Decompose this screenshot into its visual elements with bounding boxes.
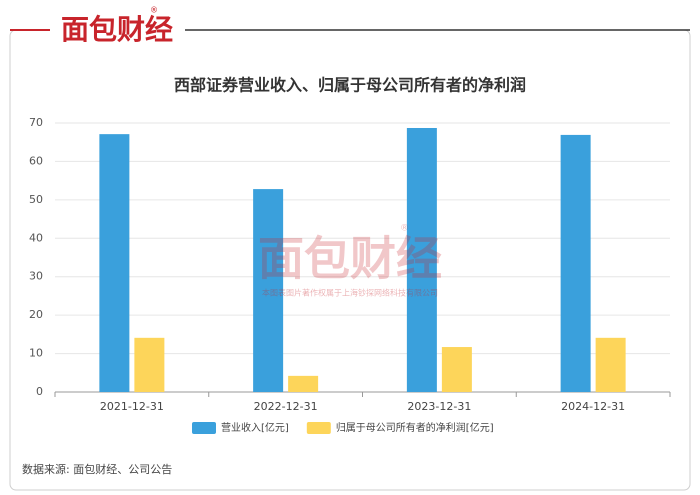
legend: 营业收入[亿元] 归属于母公司所有者的净利润[亿元]	[192, 421, 494, 434]
y-tick-label: 30	[29, 270, 43, 283]
legend-label: 归属于母公司所有者的净利润[亿元]	[336, 421, 494, 434]
y-tick-label: 0	[36, 385, 43, 398]
x-tick-label: 2024-12-31	[561, 400, 625, 413]
logo: 面包财经	[61, 13, 173, 46]
y-tick-label: 60	[29, 154, 43, 167]
logo-mark: ®	[150, 6, 158, 15]
y-tick-label: 70	[29, 116, 43, 129]
x-tick-label: 2022-12-31	[254, 400, 318, 413]
source: 数据来源: 面包财经、公司公告	[22, 462, 172, 476]
bar	[288, 375, 319, 392]
bar	[406, 127, 437, 392]
y-tick-label: 10	[29, 347, 43, 360]
bar	[595, 337, 626, 392]
watermark: 面包财经	[258, 232, 442, 286]
x-tick-label: 2023-12-31	[407, 400, 471, 413]
legend-swatch	[192, 422, 216, 434]
legend-label: 营业收入[亿元]	[221, 421, 289, 434]
y-tick-label: 20	[29, 308, 43, 321]
bar	[134, 337, 165, 392]
bar	[560, 134, 591, 393]
x-tick-label: 2021-12-31	[100, 400, 164, 413]
bar	[253, 189, 284, 392]
logo-bg	[50, 14, 185, 46]
bar	[99, 134, 130, 392]
plot: 0 10 20 30 40 50 60 70 2021-12-31 2022-12-31 2023-…	[29, 116, 671, 434]
y-tick-label: 40	[29, 231, 43, 244]
watermark-mark: ®	[400, 224, 409, 234]
legend-swatch	[306, 422, 331, 434]
watermark-note: 本图表图片著作权属于上海钞探网络科技有限公司	[262, 288, 438, 298]
bar	[441, 347, 472, 392]
chart-title: 西部证券营业收入、归属于母公司所有者的净利润	[174, 76, 526, 95]
y-tick-label: 50	[29, 193, 43, 206]
